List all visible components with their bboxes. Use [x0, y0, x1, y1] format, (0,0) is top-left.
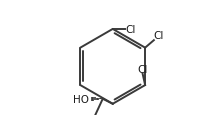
- Text: Cl: Cl: [154, 31, 164, 41]
- Text: Cl: Cl: [125, 25, 136, 35]
- Text: Cl: Cl: [137, 64, 148, 74]
- Text: HO: HO: [73, 94, 89, 104]
